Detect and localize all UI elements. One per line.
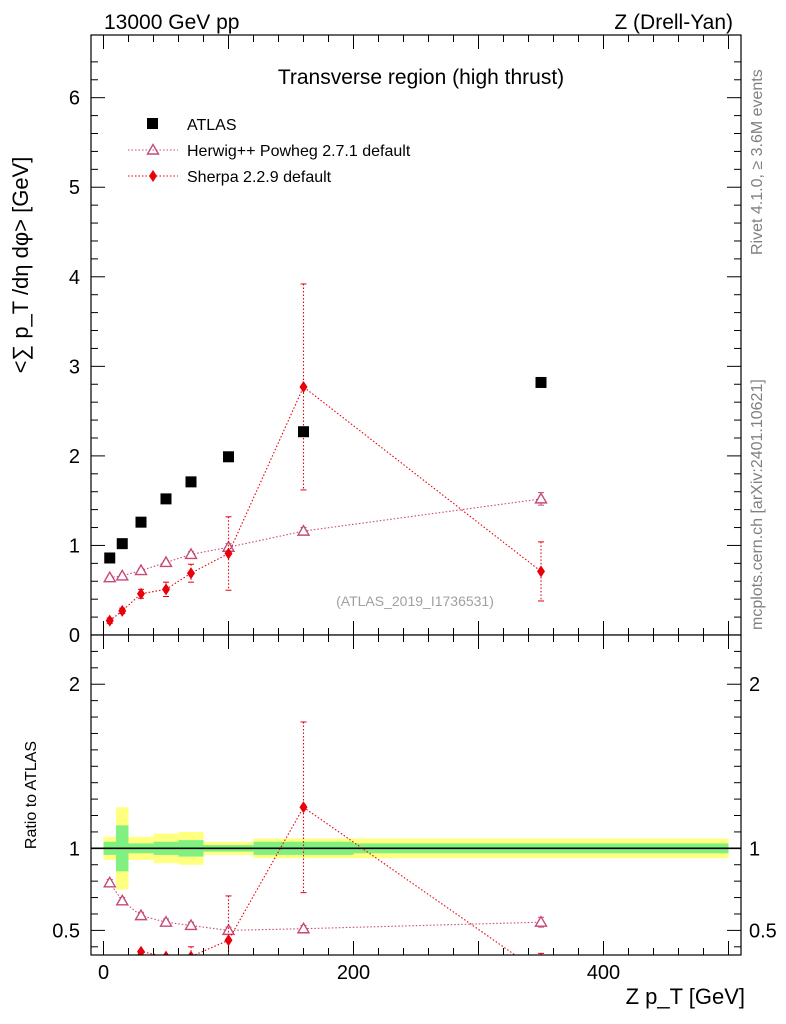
main-atlas-point-marker bbox=[185, 476, 197, 488]
main-plot-title: Transverse region (high thrust) bbox=[278, 66, 564, 89]
main-y-tick-label: 5 bbox=[69, 177, 80, 199]
ratio-panel-background bbox=[91, 635, 741, 955]
main-sherpa-line bbox=[109, 386, 542, 622]
ratio-herwig-point-marker bbox=[159, 915, 173, 927]
ratio-y-tick-label-left: 2 bbox=[69, 674, 80, 696]
main-herwig-point-marker bbox=[103, 570, 117, 583]
ratio-y-axis-label-text: Ratio to ATLAS bbox=[23, 741, 40, 849]
x-tick-label: 0 bbox=[98, 962, 109, 984]
main-atlas-point-marker bbox=[160, 493, 172, 505]
main-herwig-point-marker bbox=[296, 524, 311, 536]
legend-atlas-label: ATLAS bbox=[187, 117, 237, 134]
main-atlas-point-marker bbox=[535, 376, 547, 388]
ratio-sherpa-point-marker bbox=[537, 967, 545, 979]
main-atlas-point-marker bbox=[298, 426, 309, 438]
main-sherpa-point-marker bbox=[537, 565, 545, 578]
main-y-tick-label: 2 bbox=[69, 446, 80, 468]
main-y-tick-labels: 0 1 2 3 4 5 6 bbox=[69, 88, 80, 647]
main-herwig-point-marker bbox=[159, 555, 173, 568]
main-y-axis-label: <∑ p_T /dη dφ> [GeV] bbox=[8, 157, 33, 374]
main-sherpa-point-marker bbox=[187, 567, 195, 580]
ratio-y-tick-label-left: 1 bbox=[69, 838, 80, 860]
ratio-y-axis-label: Ratio to ATLAS bbox=[23, 741, 40, 849]
main-y-tick-label: 1 bbox=[69, 535, 80, 557]
main-y-tick-label: 4 bbox=[69, 267, 80, 289]
ratio-herwig-point-marker bbox=[534, 915, 548, 927]
ratio-sherpa-point-marker bbox=[137, 945, 145, 955]
ratio-y-tick-labels: 0.5 0.5 1 1 2 2 bbox=[52, 674, 777, 942]
analysis-watermark: (ATLAS_2019_I1736531) bbox=[336, 593, 494, 609]
main-panel: Transverse region (high thrust) (ATLAS_2… bbox=[69, 34, 742, 647]
legend-atlas-marker bbox=[147, 118, 158, 129]
main-y-tick-label: 6 bbox=[69, 88, 80, 110]
ratio-sherpa-point-marker bbox=[224, 934, 233, 947]
main-atlas-point-marker bbox=[116, 538, 128, 550]
ratio-y-tick-label-right: 1 bbox=[749, 838, 760, 860]
ratio-sherpa-point-marker bbox=[163, 950, 169, 955]
main-herwig-point-marker bbox=[115, 568, 129, 581]
legend-sherpa-marker bbox=[149, 170, 157, 182]
rivet-version-label: Rivet 4.1.0, ≥ 3.6M events bbox=[749, 69, 766, 255]
main-sherpa-point-marker bbox=[105, 614, 114, 627]
main-y-tick-label: 0 bbox=[69, 625, 80, 647]
main-sherpa-point-marker bbox=[162, 583, 170, 596]
ratio-sherpa-point-marker bbox=[299, 801, 308, 814]
main-atlas-point-marker bbox=[223, 451, 234, 463]
main-sherpa-point-marker bbox=[299, 380, 308, 393]
ratio-y-tick-label-right: 2 bbox=[749, 674, 760, 696]
main-y-axis-label-text: <∑ p_T /dη dφ> [GeV] bbox=[8, 157, 33, 374]
main-atlas-point-marker bbox=[104, 552, 116, 564]
main-herwig-point-marker bbox=[134, 563, 148, 576]
ratio-herwig-point-marker bbox=[103, 875, 117, 888]
ratio-panel-frame bbox=[90, 634, 742, 956]
ratio-herwig-point-marker bbox=[184, 918, 198, 931]
ratio-herwig-point-marker bbox=[296, 921, 311, 934]
ratio-herwig-point-marker bbox=[115, 893, 129, 906]
legend-herwig-label: Herwig++ Powheg 2.7.1 default bbox=[187, 143, 411, 160]
x-tick-labels: 0 200 400 bbox=[98, 962, 620, 984]
main-herwig-point-marker bbox=[184, 547, 198, 560]
main-y-tick-label: 3 bbox=[69, 356, 80, 378]
ratio-series-group bbox=[103, 721, 548, 979]
mcplots-credit-label: mcplots.cern.ch [arXiv:2401.10621] bbox=[749, 379, 766, 630]
ratio-y-tick-label-left: 0.5 bbox=[52, 920, 80, 942]
x-tick-label: 200 bbox=[337, 962, 370, 984]
x-axis-label: Z p_T [GeV] bbox=[626, 984, 745, 1009]
main-series-group bbox=[103, 283, 548, 627]
header-energy-label: 13000 GeV pp bbox=[104, 11, 239, 34]
main-herwig-line bbox=[109, 498, 542, 579]
legend-sherpa-label: Sherpa 2.2.9 default bbox=[187, 169, 332, 186]
main-sherpa-point-marker bbox=[224, 547, 233, 560]
ratio-herwig-point-marker bbox=[134, 908, 148, 921]
legend-herwig-marker bbox=[146, 143, 160, 155]
main-sherpa-point-marker bbox=[137, 587, 145, 600]
ratio-sherpa-point-marker bbox=[188, 950, 194, 955]
x-tick-label: 400 bbox=[587, 962, 620, 984]
main-panel-background bbox=[91, 35, 741, 635]
header-process-label: Z (Drell-Yan) bbox=[614, 11, 733, 34]
main-axis-ticks bbox=[91, 35, 741, 636]
main-herwig-point-marker bbox=[534, 491, 548, 504]
ratio-sherpa-point-marker bbox=[118, 964, 126, 976]
main-atlas-point-marker bbox=[135, 516, 147, 528]
ratio-panel: 0.5 0.5 1 1 2 2 bbox=[52, 634, 777, 979]
legend: ATLAS Herwig++ Powheg 2.7.1 default Sher… bbox=[128, 117, 411, 186]
ratio-y-tick-label-right: 0.5 bbox=[749, 920, 777, 942]
main-sherpa-point-marker bbox=[118, 604, 127, 617]
